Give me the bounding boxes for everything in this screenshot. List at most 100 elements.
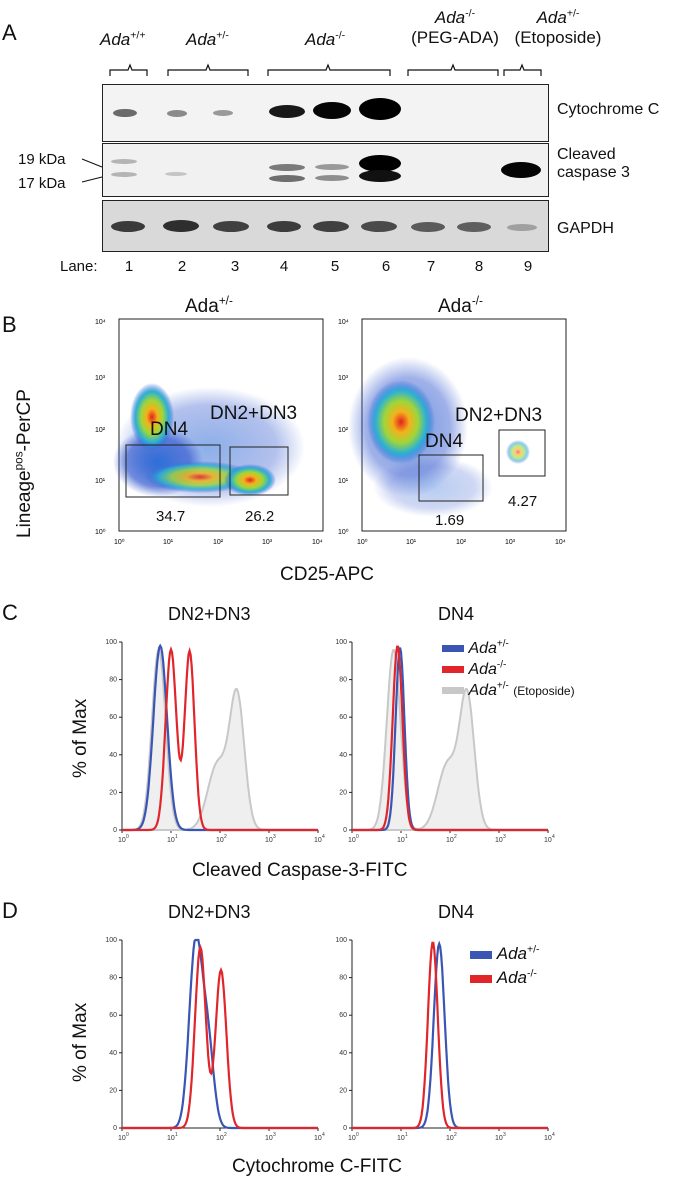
x-tick-label: 10 — [118, 1135, 126, 1142]
x-tick-exponent: 2 — [224, 834, 227, 840]
gate-value-dn4-left: 34.7 — [156, 508, 186, 525]
x-tick-label: 10 — [446, 1135, 454, 1142]
x-tick-label: 10 — [314, 1135, 322, 1142]
panel-a-label: A — [2, 20, 17, 45]
y-tick-label: 80 — [339, 677, 347, 684]
band — [111, 159, 137, 164]
gate-label-dn4-right: DN4 — [425, 431, 464, 452]
svg-text:10¹: 10¹ — [163, 539, 174, 546]
facs-right-title: Ada-/- — [438, 294, 483, 317]
y-tick-label: 60 — [109, 1012, 117, 1019]
x-tick-exponent: 3 — [503, 1132, 506, 1138]
label-gapdh: GAPDH — [557, 220, 614, 237]
x-tick-exponent: 1 — [405, 1132, 408, 1138]
x-tick-exponent: 1 — [175, 1132, 178, 1138]
legend-c-item-het: Ada+/- — [442, 638, 575, 659]
y-tick-label: 40 — [339, 752, 347, 759]
svg-text:10⁴: 10⁴ — [338, 319, 349, 326]
hist-c-left-title: DN2+DN3 — [168, 604, 251, 624]
x-tick-exponent: 2 — [454, 1132, 457, 1138]
svg-text:10⁴: 10⁴ — [555, 539, 566, 546]
x-tick-label: 10 — [118, 837, 126, 844]
panel-b-label: B — [2, 312, 17, 337]
histogram-curve-ko — [352, 941, 548, 1130]
band — [359, 98, 401, 120]
band — [167, 110, 187, 117]
band — [359, 155, 401, 172]
y-tick-label: 80 — [109, 677, 117, 684]
svg-text:10²: 10² — [213, 539, 224, 546]
x-tick-label: 10 — [397, 1135, 405, 1142]
group-brackets — [109, 63, 542, 76]
lane-caption: Lane: — [60, 258, 98, 275]
legend-d-item-het: Ada+/- — [470, 942, 540, 966]
band — [313, 102, 351, 119]
group-label-het: Ada+/- — [186, 29, 229, 49]
band — [269, 175, 305, 182]
y-tick-label: 20 — [109, 1087, 117, 1094]
facs-left-title: Ada+/- — [185, 294, 233, 317]
lane-number: 8 — [474, 258, 484, 275]
x-tick-label: 10 — [495, 1135, 503, 1142]
svg-text:10⁴: 10⁴ — [312, 539, 323, 546]
legend-swatch — [442, 687, 464, 695]
band — [111, 221, 145, 232]
x-tick-exponent: 4 — [552, 1132, 555, 1138]
label-cleaved-caspase: Cleaved caspase 3 — [557, 146, 630, 182]
svg-text:10³: 10³ — [338, 375, 349, 382]
bracket-etoposide — [503, 63, 542, 76]
gate-value-dn23-left: 26.2 — [245, 508, 275, 525]
marker-19kda: 19 kDa — [18, 151, 66, 168]
svg-text:10¹: 10¹ — [95, 478, 106, 485]
y-tick-label: 60 — [109, 714, 117, 721]
svg-text:10⁰: 10⁰ — [357, 538, 368, 546]
band — [507, 224, 537, 231]
band — [269, 164, 305, 171]
lane-number: 7 — [426, 258, 436, 275]
y-tick-label: 20 — [339, 789, 347, 796]
x-tick-exponent: 3 — [273, 834, 276, 840]
blot-cleaved-caspase-3 — [102, 143, 549, 197]
y-tick-label: 100 — [105, 639, 117, 646]
x-tick-exponent: 2 — [454, 834, 457, 840]
panel-d-label: D — [2, 898, 18, 923]
y-tick-label: 20 — [339, 1087, 347, 1094]
marker-leader-lines — [81, 158, 103, 183]
histogram-curve-ko — [122, 646, 318, 832]
y-tick-label: 60 — [339, 714, 347, 721]
legend-swatch — [470, 974, 492, 983]
band — [213, 110, 233, 116]
svg-text:10³: 10³ — [262, 539, 273, 546]
hist-d-y-axis-label: % of Max — [70, 1002, 91, 1082]
lane-number: 6 — [381, 258, 391, 275]
x-tick-exponent: 1 — [405, 834, 408, 840]
band — [361, 221, 397, 232]
band — [165, 172, 187, 176]
bracket-wt — [109, 63, 148, 76]
x-tick-label: 10 — [216, 837, 224, 844]
band — [411, 222, 445, 232]
lane-number: 5 — [330, 258, 340, 275]
band — [213, 221, 249, 232]
x-tick-label: 10 — [167, 837, 175, 844]
hist-d-left-title: DN2+DN3 — [168, 902, 251, 922]
x-tick-exponent: 4 — [552, 834, 555, 840]
hist-c-x-axis-label: Cleaved Caspase-3-FITC — [192, 860, 408, 881]
x-tick-label: 10 — [167, 1135, 175, 1142]
group-label-peg: Ada-/- (PEG-ADA) — [411, 7, 499, 47]
group-label-wt: Ada+/+ — [100, 29, 146, 49]
band — [313, 221, 349, 232]
hist-c-right-title: DN4 — [438, 604, 475, 624]
group-label-ko: Ada-/- — [305, 29, 346, 49]
facs-plot-left: 10⁴ 10³ 10² 10¹ 10⁰ 10⁰ 10¹ 10² 10³ 10⁴ — [95, 318, 324, 546]
marker-17kda: 17 kDa — [18, 175, 66, 192]
x-tick-label: 10 — [265, 1135, 273, 1142]
svg-text:10⁰: 10⁰ — [114, 538, 125, 546]
x-tick-label: 10 — [495, 837, 503, 844]
y-tick-label: 0 — [113, 1125, 117, 1132]
svg-text:10³: 10³ — [95, 375, 106, 382]
svg-text:10⁰: 10⁰ — [338, 528, 349, 536]
